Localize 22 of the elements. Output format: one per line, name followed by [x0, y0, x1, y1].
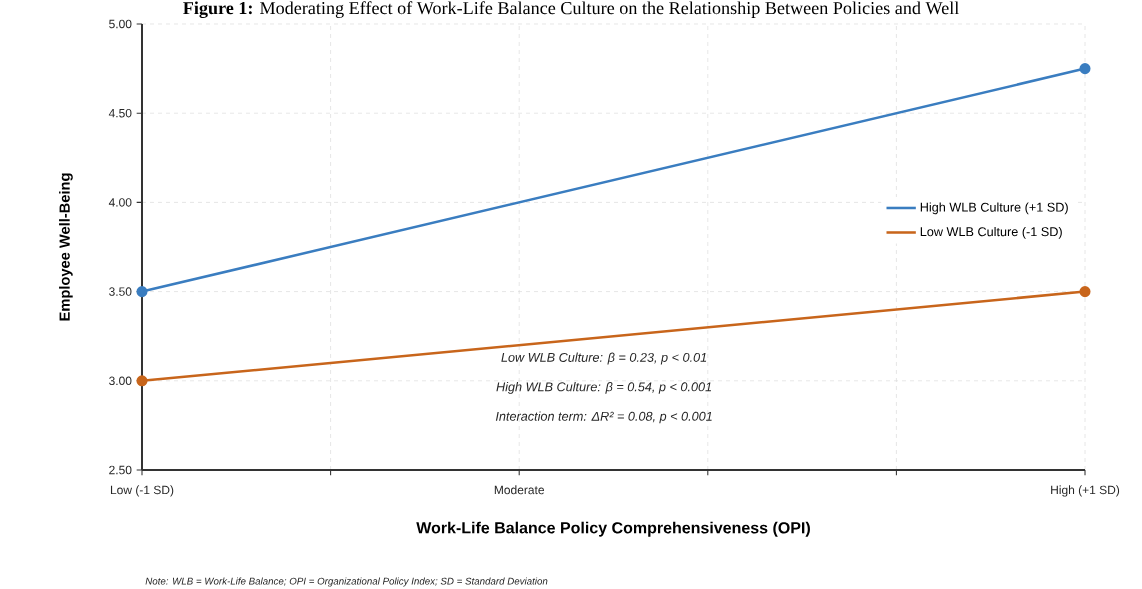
x-axis-title: Work-Life Balance Policy Comprehensiveness (OPI) — [416, 521, 810, 537]
y-tick-label: 3.50 — [109, 287, 132, 296]
point — [1079, 63, 1091, 75]
point — [136, 375, 148, 387]
annotation: Low WLB Culture: β = 0.23, p < 0.01 — [501, 352, 707, 365]
chart-title: Figure 1: Moderating Effect of Work-Life Balance Culture on the Relationship Between Policies and Well — [183, 1, 959, 19]
y-tick-label: 2.50 — [109, 465, 132, 475]
x-tick-label: Low (-1 SD) — [110, 485, 174, 497]
text: Note: WLB = Work-Life Balance; OPI = Organizational Policy Index; SD = Standard Deviation — [145, 577, 548, 587]
x-tick-label: Moderate — [494, 485, 545, 495]
y-tick-label: 3.00 — [109, 376, 132, 386]
annotation: High WLB Culture: β = 0.54, p < 0.001 — [496, 382, 712, 394]
point — [1079, 286, 1091, 298]
legend-label: Low WLB Culture (-1 SD) — [920, 226, 1062, 239]
annotation: Interaction term: ΔR² = 0.08, p < 0.001 — [495, 411, 712, 424]
x-tick-label: High (+1 SD) — [1051, 485, 1120, 497]
y-tick-label: 4.50 — [108, 108, 132, 118]
y-tick-label: 5.00 — [109, 19, 132, 29]
point — [136, 286, 148, 298]
legend-label: High WLB Culture (+1 SD) — [920, 202, 1068, 215]
y-axis-title: Employee Well-Being — [59, 173, 73, 321]
y-tick-label: 4.00 — [108, 198, 132, 207]
